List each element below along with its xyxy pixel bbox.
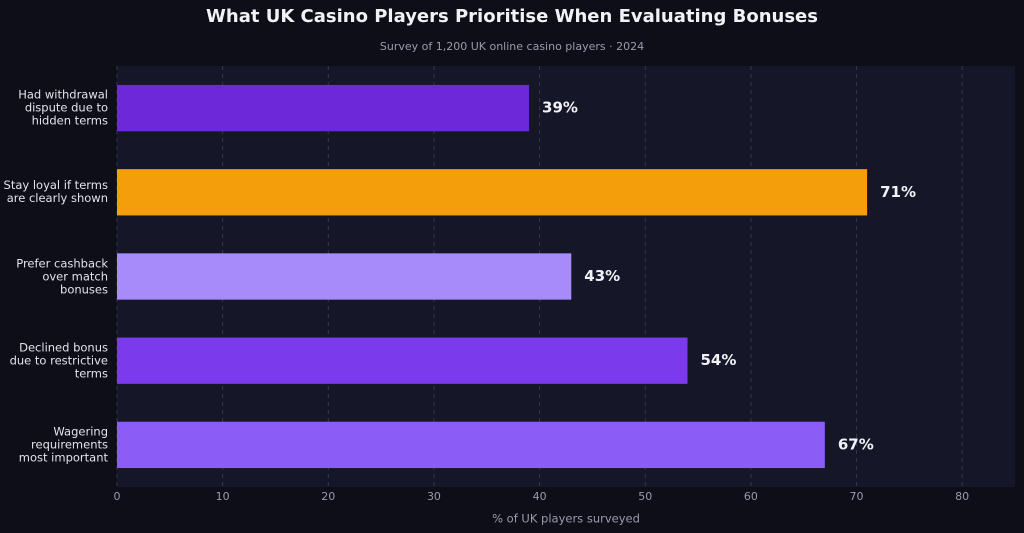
x-tick-label: 80 [955, 490, 969, 503]
x-tick-label: 10 [216, 490, 230, 503]
x-tick-label: 0 [114, 490, 121, 503]
y-tick-label: Stay loyal if terms are clearly shown [3, 178, 108, 206]
y-tick-label: Prefer cashback over match bonuses [16, 256, 108, 296]
bar [117, 253, 572, 300]
y-tick-label: Wagering requirements most important [18, 424, 108, 465]
bar [117, 84, 530, 132]
value-label: 43% [584, 267, 620, 285]
x-tick-label: 30 [427, 490, 441, 503]
x-tick-label: 70 [850, 490, 864, 503]
bar [117, 169, 868, 216]
y-tick-label: Declined bonus due to restrictive terms [9, 340, 108, 381]
x-tick-label: 40 [533, 490, 547, 503]
bar [117, 337, 688, 384]
x-tick-label: 20 [321, 490, 335, 503]
y-tick-label: Had withdrawal dispute due to hidden ter… [18, 87, 108, 128]
value-label: 54% [700, 351, 736, 369]
chart-subtitle: Survey of 1,200 UK online casino players… [380, 40, 644, 53]
value-label: 71% [880, 183, 916, 201]
x-tick-label: 60 [744, 490, 758, 503]
x-tick-label: 50 [638, 490, 652, 503]
chart-title: What UK Casino Players Prioritise When E… [206, 6, 818, 27]
bar [117, 421, 825, 469]
value-label: 39% [542, 99, 578, 117]
value-label: 67% [838, 435, 874, 453]
x-axis-label: % of UK players surveyed [492, 512, 640, 526]
